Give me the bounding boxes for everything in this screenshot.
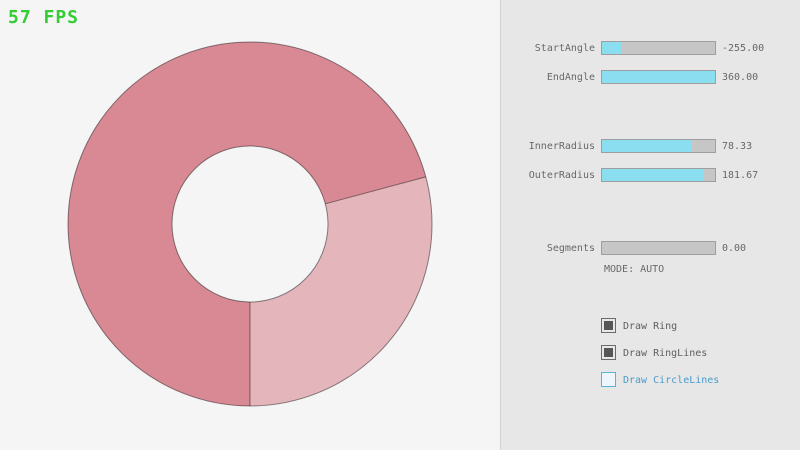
- draw-ringlines-checkbox[interactable]: [601, 345, 616, 360]
- ring-radial-line-upper-right: [325, 176, 426, 205]
- start-angle-row: StartAngle -255.00: [501, 41, 800, 57]
- start-angle-label: StartAngle: [534, 43, 595, 54]
- draw-ring-checkbox[interactable]: [601, 318, 616, 333]
- control-panel: StartAngle -255.00 EndAngle 360.00 Inner…: [500, 0, 800, 450]
- ring-inner-outline: [171, 145, 329, 303]
- segments-row: Segments 0.00: [501, 241, 800, 257]
- draw-circlelines-row: Draw CircleLines: [501, 372, 800, 388]
- segments-value: 0.00: [722, 243, 747, 254]
- ring-chart: [67, 41, 433, 407]
- segments-slider[interactable]: [601, 241, 716, 255]
- start-angle-slider[interactable]: [601, 41, 716, 55]
- outer-radius-slider[interactable]: [601, 168, 716, 182]
- slider-fill: [602, 169, 704, 181]
- draw-circlelines-label: Draw CircleLines: [623, 375, 720, 386]
- inner-radius-label: InnerRadius: [528, 141, 595, 152]
- draw-ring-label: Draw Ring: [623, 321, 678, 332]
- checkbox-check-icon: [604, 321, 613, 330]
- end-angle-row: EndAngle 360.00: [501, 70, 800, 86]
- segments-label: Segments: [546, 243, 595, 254]
- fps-counter: 57 FPS: [8, 7, 80, 28]
- end-angle-slider[interactable]: [601, 70, 716, 84]
- outer-radius-label: OuterRadius: [528, 170, 595, 181]
- draw-ringlines-row: Draw RingLines: [501, 345, 800, 361]
- ring-section-dark: [68, 42, 426, 406]
- ring-outer-outline: [67, 41, 433, 407]
- slider-fill: [602, 42, 622, 54]
- draw-ringlines-label: Draw RingLines: [623, 348, 708, 359]
- slider-fill: [602, 140, 693, 152]
- inner-radius-slider[interactable]: [601, 139, 716, 153]
- ring-section-light: [250, 176, 433, 406]
- outer-radius-value: 181.67: [722, 170, 759, 181]
- slider-fill: [602, 71, 715, 83]
- draw-ring-row: Draw Ring: [501, 318, 800, 334]
- end-angle-label: EndAngle: [546, 72, 595, 83]
- checkbox-check-icon: [604, 348, 613, 357]
- segments-mode-text: MODE: AUTO: [604, 264, 665, 275]
- inner-radius-value: 78.33: [722, 141, 753, 152]
- start-angle-value: -255.00: [722, 43, 765, 54]
- end-angle-value: 360.00: [722, 72, 759, 83]
- outer-radius-row: OuterRadius 181.67: [501, 168, 800, 184]
- draw-circlelines-checkbox[interactable]: [601, 372, 616, 387]
- inner-radius-row: InnerRadius 78.33: [501, 139, 800, 155]
